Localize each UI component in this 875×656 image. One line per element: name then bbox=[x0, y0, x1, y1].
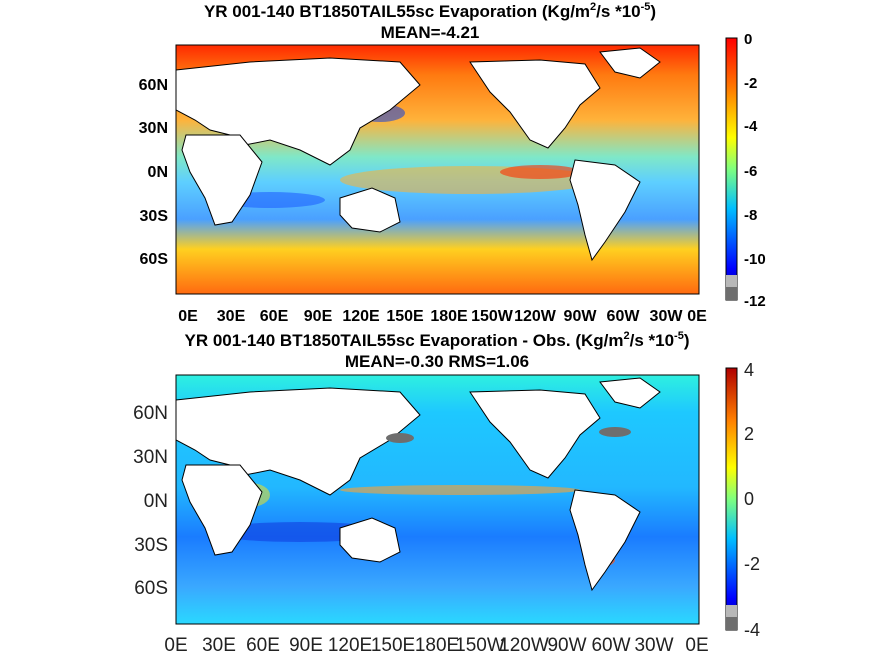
bottom-chart-subtitle: MEAN=-0.30 RMS=1.06 bbox=[345, 352, 529, 371]
top-x-tick-label: 180E bbox=[430, 308, 468, 325]
bottom-colorbar-missing-swatch bbox=[726, 617, 737, 630]
bottom-north-america bbox=[469, 389, 601, 479]
bottom-australia bbox=[339, 517, 401, 563]
bottom-x-tick-label: 60E bbox=[246, 635, 280, 656]
bottom-x-tick-label: 90E bbox=[289, 635, 323, 656]
top-colorbar-tick: -6 bbox=[744, 163, 757, 180]
bottom-x-tick-label: 120W bbox=[499, 635, 549, 656]
top-colorbar-tick: 0 bbox=[744, 31, 752, 48]
top-y-tick-label: 0N bbox=[148, 164, 168, 181]
bottom-x-tick-label: 120E bbox=[328, 635, 372, 656]
top-africa bbox=[181, 134, 263, 226]
bottom-colorbar-tick: -2 bbox=[744, 554, 760, 574]
top-map bbox=[175, 44, 700, 295]
top-australia bbox=[339, 187, 401, 233]
bottom-x-tick-label: 150W bbox=[455, 635, 505, 656]
bottom-colorbar-tick: -4 bbox=[744, 620, 760, 640]
bottom-x-tick-label: 30W bbox=[634, 635, 673, 656]
top-colorbar-tick: -2 bbox=[744, 75, 757, 92]
top-y-tick-label: 30S bbox=[140, 208, 169, 225]
top-colorbar-tick: -10 bbox=[744, 251, 766, 268]
bottom-map-frame bbox=[175, 374, 700, 625]
top-y-tick-label: 30N bbox=[139, 120, 168, 137]
top-south-america bbox=[569, 159, 641, 262]
top-x-tick-label: 30E bbox=[217, 308, 246, 325]
top-x-tick-label: 90W bbox=[564, 308, 598, 325]
bottom-x-tick-label: 180E bbox=[415, 635, 459, 656]
bottom-x-ticks: 0E 30E 60E 90E 120E 150E 180E 150W 120W … bbox=[164, 635, 708, 656]
bottom-colorbar-tick: 4 bbox=[744, 360, 754, 380]
top-x-tick-label: 0E bbox=[178, 308, 198, 325]
bottom-africa bbox=[181, 464, 263, 556]
top-x-tick-label: 120W bbox=[514, 308, 557, 325]
top-chart-title: YR 001-140 BT1850TAIL55sc Evaporation (K… bbox=[204, 1, 656, 21]
bottom-chart-title: YR 001-140 BT1850TAIL55sc Evaporation - … bbox=[184, 330, 689, 350]
top-x-tick-label: 120E bbox=[342, 308, 380, 325]
bottom-colorbar-tick: 0 bbox=[744, 489, 754, 509]
bottom-x-tick-label: 60W bbox=[591, 635, 630, 656]
top-colorbar-land-swatch bbox=[726, 275, 737, 287]
top-x-tick-label: 30W bbox=[650, 308, 684, 325]
bottom-y-ticks: 60N 30N 0N 30S 60S bbox=[133, 403, 168, 599]
top-y-tick-label: 60S bbox=[140, 251, 169, 268]
top-colorbar-scale bbox=[725, 37, 738, 301]
top-x-tick-label: 0E bbox=[687, 308, 707, 325]
bottom-colorbar-scale bbox=[725, 367, 738, 631]
top-colorbar-tick: -4 bbox=[744, 118, 758, 135]
bottom-x-tick-label: 30E bbox=[202, 635, 236, 656]
top-x-tick-label: 60E bbox=[260, 308, 289, 325]
bottom-x-tick-label: 0E bbox=[685, 635, 708, 656]
bottom-y-tick-label: 0N bbox=[144, 491, 168, 512]
top-colorbar-missing-swatch bbox=[726, 287, 737, 300]
bottom-colorbar: 4 2 0 -2 -4 bbox=[725, 360, 760, 640]
bottom-colorbar-land-swatch bbox=[726, 605, 737, 617]
top-chart-subtitle: MEAN=-4.21 bbox=[381, 23, 480, 42]
top-x-tick-label: 150E bbox=[386, 308, 424, 325]
bottom-y-tick-label: 60S bbox=[134, 578, 168, 599]
bottom-colorbar-tick: 2 bbox=[744, 424, 754, 444]
top-colorbar-tick: -8 bbox=[744, 207, 757, 224]
top-continents bbox=[175, 47, 661, 262]
bottom-x-tick-label: 90W bbox=[547, 635, 586, 656]
top-x-tick-label: 90E bbox=[304, 308, 333, 325]
bottom-map bbox=[175, 374, 700, 625]
top-x-ticks: 0E 30E 60E 90E 120E 150E 180E 150W 120W … bbox=[178, 308, 707, 325]
bottom-missing-patch bbox=[599, 427, 631, 437]
bottom-continents bbox=[175, 377, 661, 592]
top-eq-cold-tongue bbox=[500, 165, 580, 179]
bottom-x-tick-label: 150E bbox=[371, 635, 415, 656]
top-greenland bbox=[599, 47, 661, 79]
top-north-america bbox=[469, 59, 601, 149]
top-panel: YR 001-140 BT1850TAIL55sc Evaporation (K… bbox=[139, 1, 766, 325]
bottom-missing-patch bbox=[386, 433, 414, 443]
bottom-x-tick-label: 0E bbox=[164, 635, 187, 656]
bottom-y-tick-label: 60N bbox=[133, 403, 168, 424]
bottom-eq-bias bbox=[340, 485, 580, 495]
top-y-ticks: 60N 30N 0N 30S 60S bbox=[139, 77, 169, 268]
bottom-south-america bbox=[569, 489, 641, 592]
top-x-tick-label: 60W bbox=[607, 308, 641, 325]
top-colorbar-tick: -12 bbox=[744, 293, 766, 310]
top-y-tick-label: 60N bbox=[139, 77, 168, 94]
bottom-y-tick-label: 30N bbox=[133, 447, 168, 468]
top-colorbar: 0 -2 -4 -6 -8 -10 -12 bbox=[725, 31, 766, 310]
top-x-tick-label: 150W bbox=[471, 308, 514, 325]
top-map-frame bbox=[175, 44, 700, 295]
bottom-y-tick-label: 30S bbox=[134, 535, 168, 556]
bottom-greenland bbox=[599, 377, 661, 409]
bottom-panel: YR 001-140 BT1850TAIL55sc Evaporation - … bbox=[133, 330, 760, 656]
